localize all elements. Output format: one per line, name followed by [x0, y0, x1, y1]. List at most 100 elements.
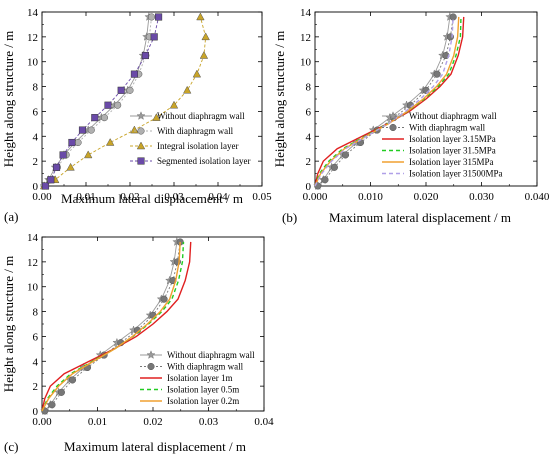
data-point [182, 85, 192, 94]
x-tick-label: 0.020 [414, 191, 439, 203]
y-tick-label: 14 [27, 7, 39, 19]
chart-panel-1: 0.00 0.01 0.02 0.03 0.04 0.05 0 2 4 6 8 10 12 14 Maxim… [1, 7, 272, 224]
chart-panel-2: 0.000 0.010 0.020 0.030 0.040 0 2 4 6 8 10 12 14 Maxi… [272, 7, 550, 225]
data-point [47, 176, 55, 184]
x-tick-label: 0.00 [32, 416, 52, 428]
series-4 [41, 241, 185, 412]
y-axis-label: Height along structure / m [272, 31, 287, 167]
data-point [68, 376, 77, 384]
data-point [91, 114, 99, 122]
series-3 [314, 16, 465, 187]
data-point [141, 51, 149, 60]
x-tick-label: 0.02 [120, 191, 139, 203]
legend-entry: Without diaphragm wall [167, 350, 255, 360]
data-point [114, 101, 122, 109]
legend-entry: Integral isolation layer [157, 141, 238, 151]
y-tick-label: 2 [306, 156, 312, 168]
y-tick-label: 6 [306, 106, 312, 118]
y-tick-label: 14 [27, 232, 39, 244]
x-tick-label: 0.040 [525, 191, 550, 203]
y-tick-label: 2 [33, 156, 39, 168]
y-tick-label: 4 [306, 131, 312, 143]
panel-label: (a) [4, 209, 18, 224]
data-point [148, 13, 156, 21]
y-tick-label: 2 [33, 381, 39, 393]
data-point [160, 295, 168, 303]
x-tick-label: 0.030 [469, 191, 494, 203]
y-tick-label: 6 [33, 106, 39, 118]
y-tick-label: 8 [306, 82, 312, 94]
y-tick-label: 10 [300, 57, 312, 69]
legend: Without diaphragm wall With diaphragm wal… [130, 111, 250, 166]
y-tick-label: 14 [300, 7, 312, 19]
legend-entry: Segmented isolation layer [157, 156, 250, 166]
x-tick-label: 0.01 [88, 416, 107, 428]
x-tick-label: 0.02 [143, 416, 162, 428]
series-1 [39, 12, 154, 190]
data-point [78, 126, 87, 134]
legend-entry: Isolation layer 315MPa [409, 157, 494, 167]
x-tick-label: 0.000 [303, 191, 328, 203]
x-tick-label: 0.05 [252, 191, 272, 203]
data-point [341, 151, 350, 159]
legend-marker [137, 157, 145, 165]
y-tick-label: 4 [33, 131, 39, 143]
data-point [126, 86, 134, 94]
legend-marker [137, 127, 145, 135]
legend-marker [147, 362, 155, 371]
data-point [68, 138, 76, 147]
data-point [330, 163, 338, 171]
data-point [169, 100, 179, 109]
legend-entry: With diaphragm wall [409, 123, 486, 133]
x-tick-label: 0.00 [32, 191, 52, 203]
legend-marker [136, 111, 146, 120]
x-tick-label: 0.04 [208, 191, 228, 203]
data-point [422, 86, 430, 94]
legend: Without diaphragm wall With diaphragm wal… [140, 350, 255, 406]
x-axis-label: Maximum lateral displacement / m [64, 439, 246, 454]
y-tick-label: 0 [33, 406, 39, 418]
series-5 [41, 241, 181, 412]
panel-label: (b) [282, 210, 297, 225]
series-3 [41, 241, 192, 412]
x-axis-label: Maximum lateral displacement / m [329, 210, 511, 225]
y-axis-label: Height along structure / m [1, 31, 16, 167]
series-line [41, 241, 185, 412]
legend-entry: Isolation layer 31500MPa [409, 169, 503, 179]
series-line [314, 16, 460, 187]
legend-entry: With diaphragm wall [167, 362, 244, 372]
y-tick-label: 12 [27, 32, 38, 44]
data-point [199, 50, 209, 59]
y-tick-label: 8 [33, 307, 39, 319]
data-point [449, 13, 457, 21]
legend-entry: Isolation layer 31.5MPa [409, 146, 496, 156]
y-axis-label: Height along structure / m [1, 256, 16, 392]
x-tick-label: 0.010 [358, 191, 383, 203]
series-line [41, 241, 181, 412]
data-point [74, 138, 82, 147]
series-line [314, 16, 465, 187]
data-point [130, 70, 138, 78]
x-tick-label: 0.04 [254, 416, 274, 428]
panel-label: (c) [4, 439, 18, 454]
data-point [59, 151, 67, 159]
series-line [314, 16, 454, 187]
series-4 [41, 13, 163, 190]
legend-marker [389, 123, 397, 132]
y-tick-label: 10 [27, 57, 39, 69]
series-2 [41, 238, 184, 415]
x-tick-label: 0.03 [164, 191, 184, 203]
y-tick-label: 12 [300, 32, 311, 44]
y-tick-label: 8 [33, 82, 39, 94]
series-1 [40, 237, 182, 415]
series-5 [314, 16, 460, 187]
y-tick-label: 0 [33, 181, 39, 193]
data-point [321, 176, 329, 184]
legend-marker [136, 141, 146, 150]
chart-panel-3: 0.00 0.01 0.02 0.03 0.04 0 2 4 6 8 10 12 14 Maximum l… [1, 232, 274, 454]
series-line [41, 241, 192, 412]
legend-entry: Isolation layer 0.2m [167, 396, 239, 406]
data-point [48, 401, 56, 409]
data-point [201, 32, 210, 41]
legend-entry: Without diaphragm wall [409, 111, 497, 121]
